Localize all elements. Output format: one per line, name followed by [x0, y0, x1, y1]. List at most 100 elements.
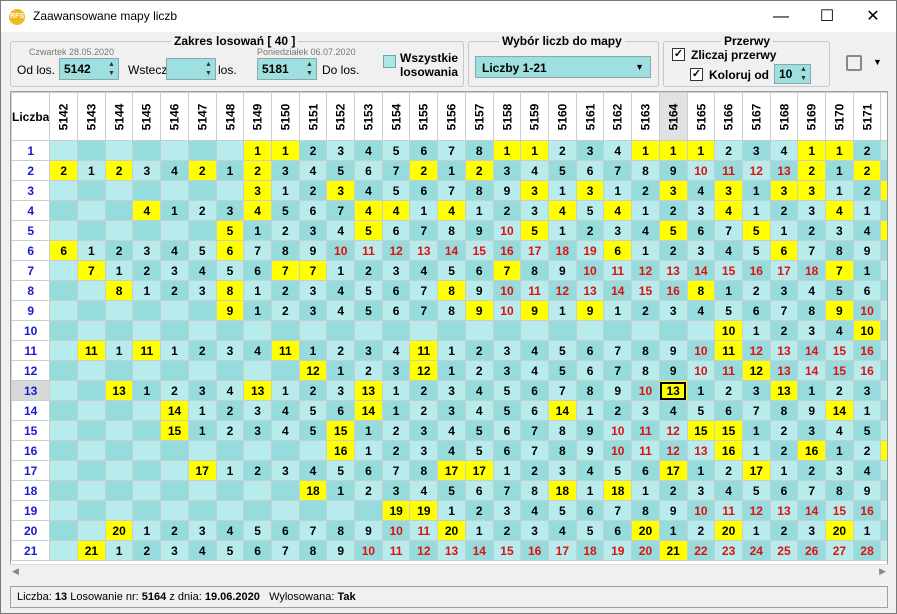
grid-cell[interactable]: 4 [270, 420, 300, 441]
grid-cell[interactable]: 6 [631, 460, 660, 481]
grid-cell[interactable] [77, 380, 106, 401]
grid-cell[interactable]: 2 [852, 140, 882, 161]
grid-cell[interactable]: 7 [797, 240, 827, 261]
draw-column-header[interactable]: 5147 [187, 92, 217, 141]
grid-cell[interactable] [492, 320, 522, 341]
grid-cell[interactable]: 26 [797, 540, 827, 561]
grid-cell[interactable]: 1 [797, 380, 827, 401]
grid-cell[interactable]: 5 [464, 440, 494, 461]
grid-cell[interactable]: 5 [492, 400, 522, 421]
grid-cell[interactable]: 5 [437, 260, 466, 281]
grid-cell[interactable]: 1 [741, 180, 771, 201]
grid-cell[interactable]: 8 [575, 380, 605, 401]
grid-cell[interactable] [49, 440, 79, 461]
grid-cell[interactable]: 1 [548, 180, 577, 201]
grid-cell[interactable] [49, 300, 79, 321]
grid-cell[interactable]: 22 [686, 540, 716, 561]
grid-cell[interactable] [187, 480, 217, 501]
grid-cell[interactable]: 16 [797, 440, 827, 461]
grid-cell[interactable]: 1 [77, 240, 106, 261]
grid-cell[interactable]: 2 [270, 280, 300, 301]
draw-column-header[interactable]: 5155 [409, 92, 439, 141]
row-number-label[interactable]: 8 [11, 280, 51, 301]
grid-cell[interactable]: 7 [741, 400, 771, 421]
grid-cell[interactable]: 9 [658, 160, 688, 181]
grid-cell[interactable]: 1 [852, 260, 882, 281]
grid-cell[interactable]: 10 [492, 280, 522, 301]
grid-cell[interactable]: 6 [741, 300, 771, 321]
row-number-label[interactable]: 21 [11, 540, 51, 561]
grid-cell[interactable]: 1 [631, 140, 660, 161]
row-number-label[interactable]: 13 [11, 380, 51, 401]
grid-cell[interactable]: 2 [409, 160, 439, 181]
grid-cell[interactable]: 15 [686, 420, 716, 441]
grid-cell[interactable]: 17 [464, 460, 494, 481]
draw-column-header[interactable]: 5165 [686, 92, 716, 141]
grid-cell[interactable]: 8 [548, 440, 577, 461]
grid-cell[interactable]: 2 [769, 200, 799, 221]
grid-cell[interactable]: 1 [464, 520, 494, 541]
grid-cell[interactable]: 2 [797, 160, 827, 181]
grid-cell[interactable]: 16 [658, 280, 688, 301]
grid-cell[interactable] [132, 320, 162, 341]
grid-cell[interactable]: 10 [326, 240, 356, 261]
grid-cell[interactable]: 1 [825, 140, 854, 161]
grid-cell[interactable]: 5 [548, 500, 577, 521]
grid-cell[interactable]: 6 [49, 240, 79, 261]
grid-cell[interactable]: 5 [658, 220, 688, 241]
grid-cell[interactable] [270, 500, 300, 521]
grid-cell[interactable]: 5 [548, 340, 577, 361]
grid-cell[interactable]: 2 [409, 380, 439, 401]
grid-cell[interactable]: 15 [825, 360, 854, 381]
grid-cell[interactable]: 7 [603, 360, 633, 381]
grid-cell[interactable]: 3 [880, 180, 887, 201]
grid-cell[interactable]: 7 [270, 260, 300, 281]
grid-cell[interactable]: 2 [187, 340, 217, 361]
draw-column-header[interactable]: 5150 [270, 92, 300, 141]
grid-cell[interactable]: 3 [825, 460, 854, 481]
grid-cell[interactable]: 18 [298, 480, 328, 501]
grid-cell[interactable]: 1 [741, 320, 771, 341]
grid-cell[interactable]: 19 [409, 500, 439, 521]
grid-cell[interactable]: 10 [492, 300, 522, 321]
grid-cell[interactable]: 16 [520, 540, 549, 561]
grid-cell[interactable]: 2 [160, 280, 189, 301]
grid-cell[interactable]: 5 [880, 460, 887, 481]
draw-column-header[interactable]: 5169 [797, 92, 827, 141]
grid-cell[interactable]: 13 [437, 540, 466, 561]
grid-cell[interactable]: 3 [298, 280, 328, 301]
grid-cell[interactable]: 6 [354, 460, 383, 481]
row-number-label[interactable]: 5 [11, 220, 51, 241]
grid-cell[interactable]: 7 [437, 180, 466, 201]
grid-cell[interactable]: 9 [520, 300, 549, 321]
grid-cell[interactable] [187, 140, 217, 161]
grid-cell[interactable]: 7 [492, 260, 522, 281]
grid-cell[interactable]: 20 [631, 520, 660, 541]
grid-cell[interactable]: 14 [464, 540, 494, 561]
grid-cell[interactable]: 1 [492, 460, 522, 481]
grid-cell[interactable]: 10 [714, 320, 743, 341]
grid-cell[interactable]: 9 [603, 380, 633, 401]
grid-cell[interactable] [77, 140, 106, 161]
grid-cell[interactable]: 5 [741, 220, 771, 241]
grid-cell[interactable] [132, 500, 162, 521]
row-number-label[interactable]: 10 [11, 320, 51, 341]
grid-cell[interactable]: 8 [631, 360, 660, 381]
grid-cell[interactable]: 5 [326, 160, 356, 181]
grid-cell[interactable]: 12 [409, 360, 439, 381]
grid-cell[interactable]: 6 [215, 240, 245, 261]
grid-cell[interactable]: 4 [520, 360, 549, 381]
grid-cell[interactable]: 1 [825, 440, 854, 461]
grid-cell[interactable]: 3 [187, 520, 217, 541]
spin-up-icon[interactable]: ▲ [108, 61, 115, 68]
grid-cell[interactable]: 3 [243, 180, 272, 201]
spin-up-icon[interactable]: ▲ [306, 61, 313, 68]
draw-column-header[interactable]: 5167 [741, 92, 771, 141]
grid-cell[interactable]: 9 [464, 220, 494, 241]
grid-cell[interactable]: 5 [381, 180, 411, 201]
grid-cell[interactable]: 10 [686, 340, 716, 361]
grid-cell[interactable]: 2 [658, 200, 688, 221]
grid-cell[interactable]: 6 [464, 480, 494, 501]
grid-cell[interactable]: 2 [769, 440, 799, 461]
grid-cell[interactable] [49, 400, 79, 421]
